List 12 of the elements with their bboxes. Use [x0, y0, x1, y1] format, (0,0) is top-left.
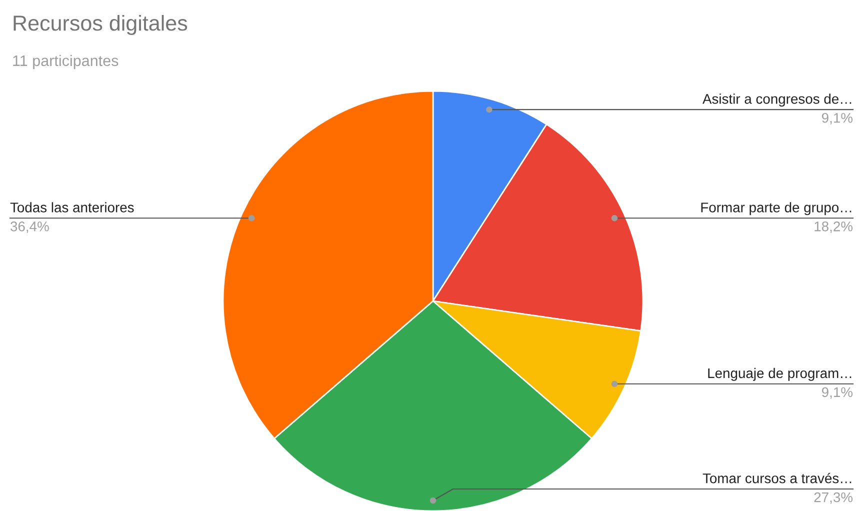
- chart-title: Recursos digitales: [14, 14, 188, 36]
- data-label: 9,1%: [822, 387, 853, 399]
- data-label: 27,3%: [814, 492, 853, 504]
- slice-label: Formar parte de grupo…: [701, 202, 852, 216]
- data-label: 36,4%: [10, 221, 49, 233]
- slice-label: Lenguaje de program…: [708, 368, 852, 381]
- data-label: 18,2%: [814, 221, 853, 233]
- slice-label: Tomar cursos a través…: [702, 472, 852, 484]
- data-label: 9,1%: [822, 112, 853, 124]
- slice-label: Asistir a congresos de…: [702, 94, 852, 107]
- slice-label: Todas las anteriores: [10, 202, 134, 212]
- chart-subtitle: 11 participantes: [13, 54, 118, 70]
